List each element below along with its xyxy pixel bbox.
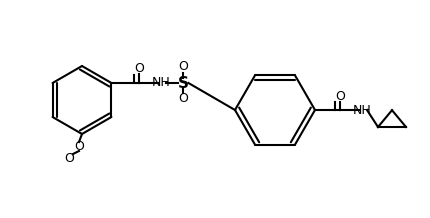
Text: NH: NH [152,77,171,90]
Text: O: O [178,92,188,106]
Text: O: O [135,63,144,75]
Text: S: S [178,75,189,90]
Text: O: O [335,90,345,102]
Text: NH: NH [353,104,372,116]
Text: O: O [178,61,188,73]
Text: O: O [74,140,84,153]
Text: O: O [64,153,74,165]
